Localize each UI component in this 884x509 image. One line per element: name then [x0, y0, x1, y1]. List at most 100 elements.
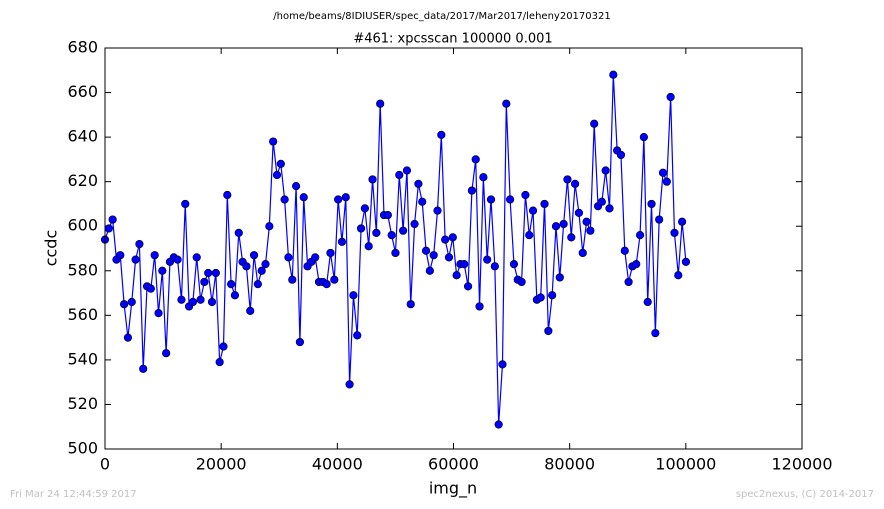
data-point [395, 170, 404, 180]
data-point [123, 333, 133, 342]
data-point [284, 253, 293, 262]
data-point [249, 251, 259, 260]
data-point [502, 99, 511, 108]
x-tick-label: 0 [100, 455, 110, 474]
data-point [257, 266, 266, 275]
data-point [345, 380, 354, 389]
data-point [131, 255, 140, 264]
data-point [463, 282, 473, 291]
data-point [120, 300, 129, 309]
data-point [150, 251, 159, 260]
data-point [162, 349, 171, 358]
data-point [326, 248, 335, 258]
data-point [471, 155, 480, 164]
data-point [521, 190, 530, 200]
data-point [509, 259, 519, 269]
data-point [590, 119, 599, 128]
data-point [609, 70, 618, 79]
data-point [280, 195, 289, 204]
data-point [467, 186, 477, 195]
data-point [391, 248, 400, 258]
data-point [104, 224, 113, 233]
data-point [643, 297, 652, 307]
data-point [139, 364, 148, 373]
data-point [265, 222, 274, 231]
x-tick-label: 60000 [428, 455, 479, 474]
data-point [528, 206, 538, 215]
data-point [444, 253, 454, 262]
data-point [448, 233, 457, 242]
y-tick-label: 600 [67, 216, 98, 235]
data-point [272, 170, 282, 180]
x-tick-label: 40000 [312, 455, 363, 474]
data-point [639, 133, 648, 142]
plot-frame [104, 47, 803, 450]
data-point [230, 291, 240, 300]
data-point [441, 235, 450, 244]
data-point [246, 306, 255, 315]
data-point [364, 242, 373, 251]
data-point [658, 168, 668, 177]
data-point [177, 295, 186, 304]
data-point [624, 277, 633, 287]
data-point [559, 219, 568, 229]
data-point [368, 175, 377, 184]
footer-date: Fri Mar 24 12:44:59 2017 [10, 489, 137, 500]
data-point [678, 217, 687, 226]
x-tick-label: 20000 [196, 455, 247, 474]
data-point [299, 193, 308, 202]
data-point [311, 253, 320, 262]
y-tick-label: 660 [67, 82, 98, 101]
data-point [158, 266, 167, 275]
footer-credit: spec2nexus, (C) 2014-2017 [736, 489, 874, 500]
data-point [261, 259, 270, 269]
data-point [181, 199, 190, 209]
data-point [372, 228, 381, 238]
data-point [620, 246, 629, 255]
data-point [288, 275, 297, 284]
data-point [410, 219, 419, 229]
data-point [204, 268, 213, 278]
data-point [651, 329, 660, 338]
chart-title: #461: xpcsscan 100000 0.001 [353, 32, 552, 47]
data-point [253, 280, 262, 289]
data-point [207, 297, 217, 307]
data-point [540, 199, 549, 209]
data-point [402, 166, 412, 175]
data-point [582, 217, 591, 226]
data-point [544, 326, 553, 336]
data-point [681, 257, 691, 266]
y-tick-label: 580 [67, 260, 98, 279]
data-point [586, 226, 595, 235]
data-point [406, 300, 415, 309]
data-point [525, 231, 534, 240]
data-point [635, 231, 645, 240]
data-point [360, 204, 369, 213]
data-point [425, 266, 434, 275]
x-tick-label: 100000 [655, 455, 716, 474]
data-point [234, 228, 243, 238]
data-point [334, 195, 343, 204]
data-point [483, 255, 492, 264]
data-point [418, 197, 427, 206]
data-point [429, 251, 438, 260]
data-point [192, 253, 201, 262]
data-point [349, 291, 358, 300]
data-point [578, 248, 587, 258]
data-point [536, 293, 545, 302]
data-point [548, 291, 557, 300]
data-point [421, 246, 431, 255]
data-point [196, 295, 205, 304]
data-point [452, 271, 461, 280]
data-point [605, 204, 614, 213]
data-point [330, 275, 339, 284]
data-point [563, 175, 572, 184]
y-tick-label: 640 [67, 127, 98, 146]
data-point [498, 360, 507, 369]
data-point [127, 297, 136, 307]
y-tick-label: 520 [67, 394, 98, 413]
data-point [647, 199, 656, 209]
data-point [494, 420, 503, 429]
data-point [291, 182, 301, 191]
data-point [211, 268, 220, 278]
